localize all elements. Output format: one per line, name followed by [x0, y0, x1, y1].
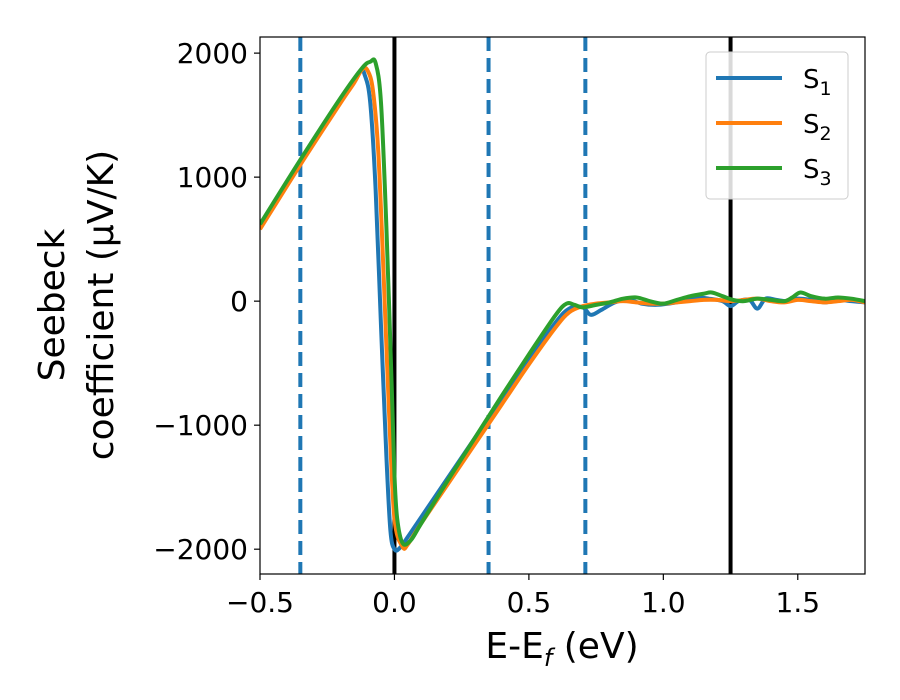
x-tick-label: 0.0 — [372, 586, 417, 619]
y-tick-label: −1000 — [153, 409, 248, 442]
y-axis-title-line-2: coefficient (μV/K) — [81, 150, 122, 460]
x-axis-ticks: −0.5 0.0 0.5 1.0 1.5 — [226, 574, 820, 619]
legend-label-s2: S2 — [803, 110, 832, 145]
x-tick-label: 1.0 — [641, 586, 686, 619]
x-axis-title: E-Ef (eV) — [485, 626, 638, 672]
axes-spines — [259, 36, 866, 575]
y-tick-label: −2000 — [153, 533, 248, 566]
x-tick-label: 1.5 — [776, 586, 821, 619]
y-axis-title: Seebeck coefficient (μV/K) — [32, 150, 122, 460]
y-tick-label: 1000 — [177, 161, 248, 194]
series-line-s3 — [260, 57, 865, 547]
x-tick-label: −0.5 — [226, 586, 294, 619]
y-axis-title-line-1: Seebeck — [32, 228, 73, 381]
series-lines — [260, 57, 865, 553]
y-tick-label: 0 — [230, 285, 248, 318]
y-tick-label: 2000 — [177, 37, 248, 70]
legend-label-s1: S1 — [803, 65, 832, 100]
legend-label-s3: S3 — [803, 155, 832, 190]
legend-box — [705, 51, 849, 200]
y-axis-ticks: −2000 −1000 0 1000 2000 — [153, 37, 260, 566]
x-tick-label: 0.5 — [507, 586, 552, 619]
legend: S1 S2 S3 — [705, 51, 849, 200]
